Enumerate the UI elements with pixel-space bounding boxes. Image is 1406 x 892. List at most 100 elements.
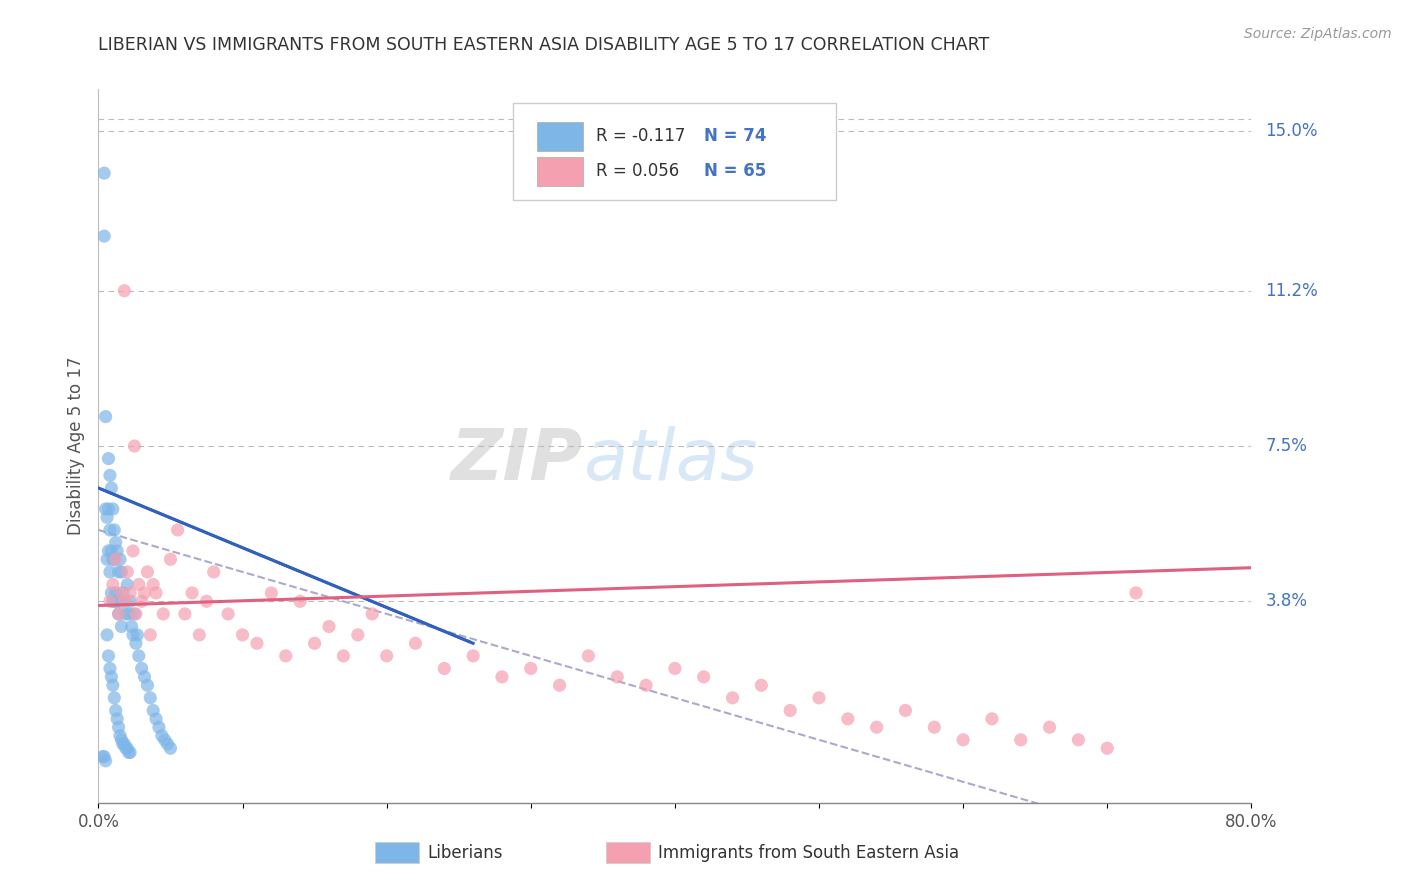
Text: 15.0%: 15.0% [1265,122,1317,140]
Point [606,670,628,684]
Point [104,586,127,600]
Point [866,720,889,734]
Point [120,586,142,600]
Point [136,678,159,692]
Point [124,439,146,453]
Text: ZIP: ZIP [450,425,582,495]
Point [125,607,148,621]
Point [120,594,142,608]
Point [111,586,134,600]
Point [520,661,543,675]
Point [361,607,384,621]
Point [159,552,181,566]
Point [98,523,121,537]
Point [461,648,484,663]
Point [1010,732,1032,747]
Point [1125,586,1147,600]
Point [837,712,859,726]
Point [174,607,197,621]
Point [274,648,297,663]
Point [101,678,124,692]
Point [332,648,354,663]
Point [110,732,132,747]
Point [107,720,129,734]
Point [96,510,118,524]
Point [117,741,139,756]
Point [97,544,120,558]
Point [231,628,254,642]
Point [98,468,121,483]
Text: Immigrants from South Eastern Asia: Immigrants from South Eastern Asia [658,844,959,862]
Y-axis label: Disability Age 5 to 17: Disability Age 5 to 17 [66,357,84,535]
Point [924,720,946,734]
Point [108,729,131,743]
Point [97,502,120,516]
Point [290,594,312,608]
Point [108,594,131,608]
Point [93,229,115,244]
Point [101,577,124,591]
Point [405,636,427,650]
Point [131,594,153,608]
Point [91,749,114,764]
Point [108,552,131,566]
Text: 3.8%: 3.8% [1265,592,1308,610]
Point [101,502,124,516]
Point [131,661,153,675]
Point [808,690,831,705]
Text: R = 0.056: R = 0.056 [596,162,679,180]
Point [779,703,801,717]
Point [188,628,211,642]
Text: Liberians: Liberians [427,844,502,862]
Point [117,577,139,591]
Point [128,577,150,591]
Point [110,565,132,579]
FancyBboxPatch shape [537,157,582,186]
Point [491,670,513,684]
Point [105,712,128,726]
Point [101,552,124,566]
Point [145,586,167,600]
Point [751,678,773,692]
Point [104,552,127,566]
Point [98,565,121,579]
Point [693,670,716,684]
Point [1067,732,1090,747]
Point [124,607,146,621]
Point [202,565,225,579]
Point [94,754,117,768]
Point [104,703,127,717]
Text: N = 65: N = 65 [704,162,766,180]
Point [139,690,162,705]
Point [96,552,118,566]
Point [110,586,132,600]
Point [100,544,122,558]
Point [100,481,122,495]
Point [260,586,283,600]
Point [118,746,141,760]
Point [101,594,124,608]
Point [246,636,269,650]
Point [104,535,127,549]
Text: N = 74: N = 74 [704,128,766,145]
FancyBboxPatch shape [537,122,582,151]
Point [97,648,120,663]
Point [142,703,165,717]
Point [100,586,122,600]
Text: LIBERIAN VS IMMIGRANTS FROM SOUTH EASTERN ASIA DISABILITY AGE 5 TO 17 CORRELATIO: LIBERIAN VS IMMIGRANTS FROM SOUTH EASTER… [98,36,990,54]
Point [98,661,121,675]
Point [304,636,326,650]
Point [375,648,398,663]
Point [166,523,188,537]
Text: 11.2%: 11.2% [1265,282,1317,300]
Point [1097,741,1119,756]
Point [156,737,179,751]
Point [128,648,150,663]
Point [127,628,149,642]
Point [111,737,134,751]
Point [217,607,239,621]
Point [952,732,974,747]
Point [145,712,167,726]
Text: atlas: atlas [582,425,758,495]
Point [121,619,143,633]
